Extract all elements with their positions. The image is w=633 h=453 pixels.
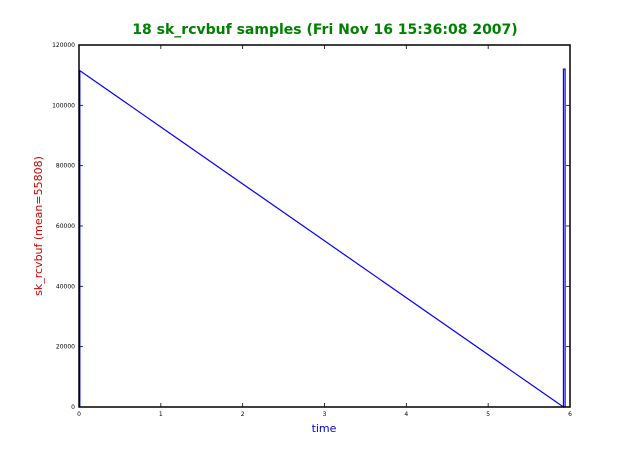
y-tick-label: 60000 [56,223,75,230]
x-tick-label: 3 [323,411,327,418]
y-tick-label: 100000 [52,102,75,109]
series-line-0 [79,68,566,409]
x-tick-label: 1 [159,411,163,418]
x-tick-label: 6 [568,411,572,418]
ticks: 0 1 2 3 4 5 6 0 20000 40000 60000 80000 100000 120000 [52,42,572,418]
y-tick-label: 120000 [52,42,75,49]
y-tick-label: 40000 [56,283,75,290]
axes-frame [78,44,571,408]
y-tick-label: 20000 [56,344,75,351]
plot-area [79,68,566,409]
x-axis-label: time [312,422,337,435]
y-axis-label: sk_rcvbuf (mean=55808) [32,156,45,296]
y-tick-label: 80000 [56,163,75,170]
x-tick-label: 0 [77,411,81,418]
x-tick-label: 2 [241,411,245,418]
x-tick-label: 5 [486,411,490,418]
chart-title: 18 sk_rcvbuf samples (Fri Nov 16 15:36:0… [132,22,517,38]
y-tick-label: 0 [71,404,75,411]
x-tick-label: 4 [404,411,408,418]
